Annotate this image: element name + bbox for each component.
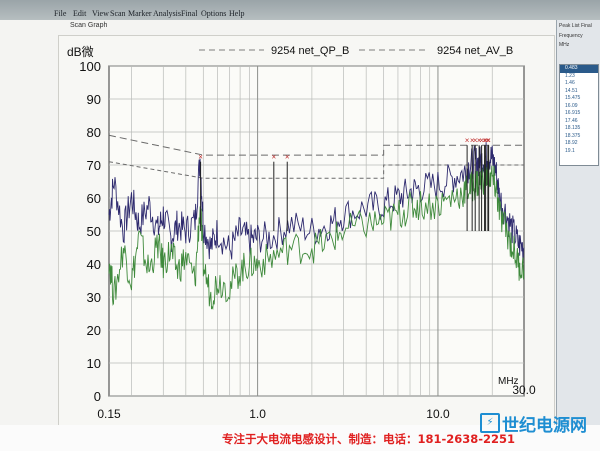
- chart-axes: 0 10 20 30 40 50 60 70 80 90 100 0.15 1.0 10.0 30.0 dB微…: [67, 45, 536, 421]
- y-tick-label: 0: [94, 389, 101, 404]
- av-limit-line: [108, 161, 524, 179]
- x-tick-label: 30.0: [512, 383, 536, 397]
- peak-frequency-list[interactable]: 0.483 1.23 1.46 14.51 15.475 16.09 16.915 17.46…: [559, 64, 599, 166]
- menu-edit[interactable]: Edit: [73, 9, 87, 18]
- y-tick-label: 90: [87, 92, 101, 107]
- menu-view[interactable]: View: [92, 9, 109, 18]
- menu-help[interactable]: Help: [229, 9, 245, 18]
- menu-options[interactable]: Options: [201, 9, 227, 18]
- peak-list-header: Frequency: [559, 33, 583, 39]
- qp-limit-line: [108, 134, 524, 156]
- scan-graph-title: Scan Graph: [70, 22, 108, 29]
- x-tick-label: 0.15: [97, 407, 121, 421]
- x-axis-label: MHz: [498, 376, 519, 387]
- peak-marker: ×: [486, 136, 491, 145]
- peak-marker: ×: [479, 136, 484, 145]
- menu-file[interactable]: File: [54, 9, 67, 18]
- scan-graph-panel: × × × × × × × × × × × × 0 10 20 30 40 50 60 70 80 90 100 0.15 1…: [58, 35, 555, 427]
- menu-scan[interactable]: Scan: [110, 9, 126, 18]
- av-trace: [108, 162, 525, 310]
- logo-text: 世纪电源网: [502, 416, 587, 436]
- peak-list-item[interactable]: 16.09: [565, 102, 578, 109]
- peak-marker: ×: [483, 136, 488, 145]
- peak-list-item[interactable]: 16.915: [565, 110, 581, 116]
- peak-marker: ×: [482, 136, 487, 145]
- peak-marker: ×: [198, 153, 203, 162]
- menu-final[interactable]: Final: [181, 9, 198, 18]
- menu-bar: File Edit View Scan Marker Analysis Fina…: [0, 0, 600, 20]
- peak-list-title: Peak List Final: [559, 23, 592, 29]
- peak-list-item[interactable]: 15.475: [565, 95, 581, 101]
- peak-list-item[interactable]: 18.375: [565, 132, 581, 139]
- menu-marker[interactable]: Marker: [128, 9, 152, 18]
- y-tick-label: 100: [79, 59, 101, 74]
- watermark-banner: 专注于大电流电感设计、制造：电话：181-2638-2251: [0, 425, 600, 451]
- power-plug-icon: ⚡: [480, 413, 500, 433]
- y-tick-label: 30: [87, 290, 101, 305]
- peak-list-unit: MHz: [559, 42, 570, 48]
- site-logo: ⚡ 世纪电源网: [480, 411, 598, 436]
- peak-list-item[interactable]: 18.135: [565, 125, 581, 131]
- x-tick-label: 10.0: [426, 407, 450, 421]
- qp-trace: [108, 142, 525, 261]
- peak-marker: ×: [486, 136, 491, 145]
- peak-list-item[interactable]: 0.483: [560, 65, 598, 73]
- peak-marker: ×: [465, 136, 470, 145]
- menu-analysis[interactable]: Analysis: [153, 9, 181, 18]
- peak-marker: ×: [271, 153, 276, 162]
- peak-marker: ×: [285, 153, 290, 162]
- data-series: [108, 142, 525, 310]
- chart-grid: [108, 65, 525, 397]
- x-tick-label: 1.0: [249, 407, 266, 421]
- y-tick-label: 40: [87, 257, 101, 272]
- watermark-text: 专注于大电流电感设计、制造：电话：181-2638-2251: [222, 432, 516, 446]
- chart-legend: 9254 net_QP_B 9254 net_AV_B: [199, 45, 513, 57]
- legend-qp-label: 9254 net_QP_B: [271, 45, 349, 57]
- y-tick-label: 60: [87, 191, 101, 206]
- y-tick-label: 70: [87, 158, 101, 173]
- peak-list-item[interactable]: 1.23: [565, 72, 575, 79]
- limit-lines: [108, 134, 524, 179]
- peak-list-item[interactable]: 19.1: [565, 147, 575, 154]
- legend-av-label: 9254 net_AV_B: [437, 45, 513, 57]
- y-tick-label: 20: [87, 323, 101, 338]
- peak-marker: ×: [470, 136, 475, 145]
- peak-markers: × × ×× ×× ××××××: [198, 136, 491, 231]
- peak-marker: ×: [477, 136, 482, 145]
- peak-list-panel: Peak List Final Frequency MHz 0.483 1.23 1…: [556, 20, 600, 451]
- scan-chart: × × ×× ×× ×××××× 0 10 20 30 40 50 60 70 80 90 100 0.15 1…: [67, 45, 536, 421]
- peak-list-item[interactable]: 14.51: [565, 87, 578, 94]
- peak-marker: ×: [473, 136, 478, 145]
- y-tick-label: 80: [87, 125, 101, 140]
- y-tick-label: 50: [87, 224, 101, 239]
- y-tick-label: 10: [87, 356, 101, 371]
- peak-list-item[interactable]: 18.92: [565, 140, 578, 146]
- peak-list-item[interactable]: 17.46: [565, 117, 578, 124]
- peak-list-item[interactable]: 1.46: [565, 80, 575, 86]
- y-axis-label: dB微: [67, 45, 94, 59]
